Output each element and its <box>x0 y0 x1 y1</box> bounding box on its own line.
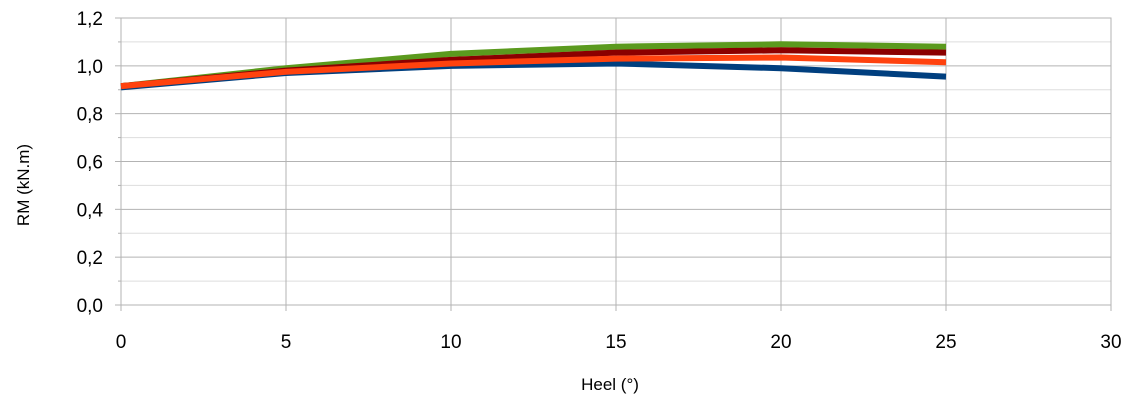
x-tick-label: 30 <box>1100 332 1121 353</box>
series-line-4 <box>120 54 947 90</box>
x-tick-label: 5 <box>281 332 292 353</box>
y-axis-label: RM (kN.m) <box>14 144 33 226</box>
x-tick-label: 10 <box>440 332 461 353</box>
y-tick-label: 0,8 <box>77 105 103 126</box>
series-lines <box>120 41 947 91</box>
x-tick-label: 15 <box>605 332 626 353</box>
y-tick-label: 0,2 <box>77 248 103 269</box>
y-tick-label: 1,2 <box>77 9 103 30</box>
y-tick-label: 1,0 <box>77 57 103 78</box>
x-tick-label: 20 <box>770 332 791 353</box>
x-tick-label: 0 <box>116 332 127 353</box>
y-tick-label: 0,0 <box>77 296 103 317</box>
y-tick-label: 0,4 <box>77 200 104 221</box>
grid <box>115 17 1112 311</box>
y-tick-label: 0,6 <box>77 153 103 174</box>
plot-border <box>120 17 1112 306</box>
tick-labels: 0,0 0,2 0,4 0,6 0,8 1,0 1,2 0 5 10 15 20 25 30 <box>77 9 1122 353</box>
x-tick-label: 25 <box>935 332 956 353</box>
x-axis-label: Heel (°) <box>581 375 639 394</box>
